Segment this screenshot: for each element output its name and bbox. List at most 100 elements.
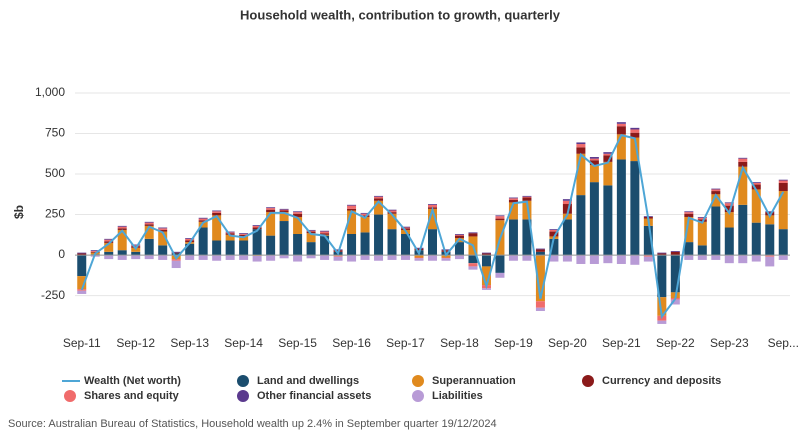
bar-segment bbox=[778, 229, 788, 256]
bar-segment bbox=[589, 165, 599, 183]
bar-segment bbox=[171, 253, 181, 256]
bar-segment bbox=[481, 288, 491, 290]
bar-segment bbox=[117, 226, 127, 229]
bar-segment bbox=[279, 212, 289, 222]
bar-segment bbox=[535, 307, 545, 311]
bar-segment bbox=[765, 255, 775, 257]
bar-segment bbox=[90, 250, 100, 252]
bar-segment bbox=[212, 240, 222, 256]
bar-segment bbox=[212, 255, 222, 261]
bar-segment bbox=[171, 252, 181, 254]
bar-segment bbox=[306, 229, 316, 231]
bar-segment bbox=[616, 159, 626, 256]
bar-segment bbox=[212, 212, 222, 216]
legend-marker bbox=[64, 390, 76, 402]
bar-segment bbox=[643, 225, 653, 256]
source-note: Source: Australian Bureau of Statistics,… bbox=[8, 418, 497, 430]
bar-segment bbox=[657, 253, 667, 256]
bar-segment bbox=[468, 255, 478, 264]
bar-segment bbox=[562, 199, 572, 201]
bar-segment bbox=[266, 208, 276, 210]
bar-segment bbox=[374, 200, 384, 215]
bar-segment bbox=[428, 229, 437, 256]
bar-segment bbox=[724, 212, 734, 228]
bar-segment bbox=[508, 198, 518, 200]
bar-segment bbox=[306, 230, 316, 232]
y-tick-label: 500 bbox=[45, 166, 65, 180]
bar-segment bbox=[374, 255, 384, 261]
bar-segment bbox=[616, 126, 626, 135]
bar-segment bbox=[225, 232, 235, 234]
bar-segment bbox=[441, 249, 451, 251]
bar-segment bbox=[724, 255, 734, 264]
bar-segment bbox=[239, 255, 249, 260]
bar-segment bbox=[279, 209, 289, 211]
bar-segment bbox=[279, 221, 289, 256]
bar-segment bbox=[589, 160, 599, 166]
bar-segment bbox=[576, 147, 586, 154]
bar-segment bbox=[778, 182, 788, 192]
bar-segment bbox=[387, 255, 397, 260]
bar-segment bbox=[522, 196, 532, 198]
bar-segment bbox=[252, 229, 262, 256]
bar-segment bbox=[508, 202, 518, 220]
legend-marker bbox=[412, 390, 424, 402]
bar-segment bbox=[387, 210, 397, 213]
bar-segment bbox=[522, 219, 532, 256]
bar-segment bbox=[630, 137, 640, 162]
bar-segment bbox=[266, 212, 276, 236]
bar-segment bbox=[374, 196, 384, 199]
bar-segment bbox=[468, 233, 478, 237]
bar-segment bbox=[576, 144, 586, 148]
bar-segment bbox=[320, 235, 330, 256]
bar-segment bbox=[104, 242, 114, 252]
legend-marker bbox=[237, 375, 249, 387]
bar-segment bbox=[198, 220, 208, 222]
bar-segment bbox=[441, 257, 451, 259]
bar-segment bbox=[697, 255, 707, 260]
bar-segment bbox=[77, 290, 87, 294]
bar-segment bbox=[131, 251, 141, 256]
bar-segment bbox=[306, 242, 316, 256]
bar-segment bbox=[589, 182, 599, 256]
bar-segment bbox=[401, 227, 411, 229]
bar-segment bbox=[239, 236, 249, 241]
bar-segment bbox=[630, 255, 640, 265]
bar-segment bbox=[266, 207, 276, 209]
bar-segment bbox=[320, 255, 330, 260]
bar-segment bbox=[252, 225, 262, 226]
bar-segment bbox=[765, 256, 775, 267]
x-tick-label: Sep-13 bbox=[170, 336, 209, 350]
bar-segment bbox=[414, 258, 424, 261]
legend-marker bbox=[582, 375, 594, 387]
bar-segment bbox=[158, 245, 168, 256]
bar-segment bbox=[684, 213, 694, 217]
bar-segment bbox=[360, 215, 370, 217]
bar-segment bbox=[751, 255, 761, 262]
bar-segment bbox=[738, 158, 748, 162]
bar-segment bbox=[266, 209, 276, 213]
bar-segment bbox=[144, 221, 154, 223]
bar-segment bbox=[279, 210, 289, 213]
bar-segment bbox=[414, 247, 424, 249]
bar-segment bbox=[711, 191, 721, 195]
x-tick-label: Sep-18 bbox=[440, 336, 479, 350]
bar-segment bbox=[603, 185, 613, 256]
bar-segment bbox=[697, 221, 707, 246]
bar-segment bbox=[778, 180, 788, 183]
bar-segment bbox=[225, 234, 235, 241]
bar-segment bbox=[387, 213, 397, 230]
bar-segment bbox=[576, 142, 586, 145]
x-tick-label: Sep-19 bbox=[494, 336, 533, 350]
bar-segment bbox=[562, 204, 572, 214]
legend-label: Liabilities bbox=[432, 390, 483, 402]
bar-segment bbox=[401, 234, 411, 256]
x-tick-label: Sep-20 bbox=[548, 336, 587, 350]
x-tick-label: Sep-23 bbox=[710, 336, 749, 350]
bar-segment bbox=[306, 233, 316, 243]
bar-segment bbox=[535, 255, 545, 302]
bar-segment bbox=[144, 224, 154, 226]
bar-segment bbox=[535, 251, 545, 256]
bar-segment bbox=[239, 233, 249, 234]
bar-segment bbox=[171, 259, 181, 261]
